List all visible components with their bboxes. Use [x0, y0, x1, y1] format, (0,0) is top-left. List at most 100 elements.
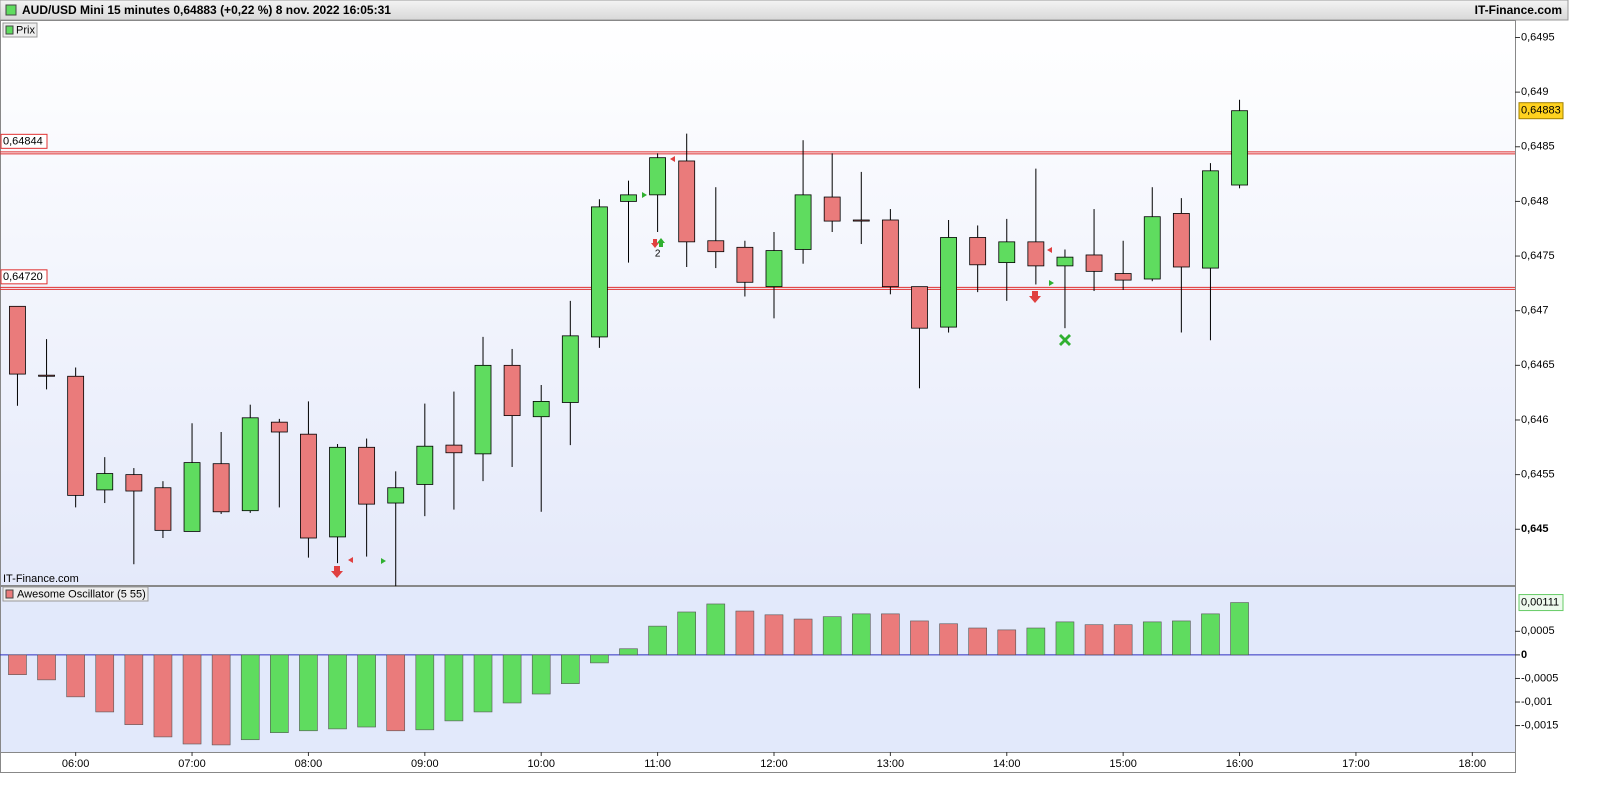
candle-body — [1085, 254, 1103, 272]
last-value-box — [1518, 594, 1564, 612]
time-axis — [0, 752, 1516, 773]
candle-body — [241, 417, 259, 512]
candle-body — [183, 462, 201, 532]
oscillator-bar — [1230, 602, 1249, 656]
oscillator-bar — [590, 654, 609, 664]
x-tick-label: 10:00 — [527, 758, 555, 770]
last-value-label: 0,00111 — [1521, 596, 1559, 608]
candle-body — [561, 335, 579, 403]
legend-box — [2, 586, 149, 602]
candle-body — [125, 474, 143, 492]
oscillator-bar — [240, 654, 260, 741]
candle-body — [445, 444, 463, 454]
y-tick-label: -0,0015 — [1521, 720, 1558, 732]
oscillator-bar — [153, 654, 173, 738]
candle-body — [38, 374, 55, 377]
h-line-label: 0,64844 — [3, 136, 43, 148]
candle-body — [823, 196, 841, 222]
candle-body — [940, 237, 957, 328]
y-tick-label: -0,0005 — [1521, 672, 1558, 684]
oscillator-bar — [1026, 627, 1046, 656]
oscillator-bar — [8, 654, 27, 675]
candle-body — [794, 194, 812, 250]
candle-body — [591, 206, 608, 338]
x-tick-label: 14:00 — [993, 758, 1021, 770]
oscillator-bar — [968, 627, 987, 656]
oscillator-bar — [735, 610, 755, 656]
candle-body — [649, 157, 666, 196]
oscillator-bar — [822, 616, 842, 656]
oscillator-bar — [66, 654, 85, 698]
y-tick-label: 0,6455 — [1521, 469, 1555, 481]
x-tick-label: 13:00 — [877, 758, 905, 770]
candle-body — [474, 364, 492, 455]
oscillator-bar — [211, 654, 231, 746]
candle-body — [270, 421, 288, 433]
candle-body — [765, 250, 783, 288]
x-tick-label: 07:00 — [178, 758, 206, 770]
oscillator-bar — [881, 613, 900, 656]
oscillator-bar — [619, 648, 638, 656]
x-tick-label: 08:00 — [295, 758, 323, 770]
candle-body — [1143, 216, 1161, 280]
oscillator-bar — [851, 613, 871, 656]
oscillator-bar — [270, 654, 289, 733]
candle-body — [1172, 213, 1190, 268]
candle-body — [329, 446, 346, 538]
watermark: IT-Finance.com — [3, 573, 79, 585]
candle-body — [212, 463, 230, 513]
candle-body — [998, 241, 1016, 264]
y-tick-label: 0,647 — [1521, 305, 1549, 317]
oscillator-bar — [910, 620, 929, 656]
y-tick-label: -0,001 — [1521, 696, 1552, 708]
candle-body — [154, 487, 172, 531]
candle-body — [416, 445, 434, 485]
header-title: AUD/USD Mini 15 minutes 0,64883 (+0,22 %… — [22, 3, 391, 17]
candle-body — [96, 473, 114, 491]
oscillator-bar — [124, 654, 144, 725]
oscillator-bar — [939, 623, 958, 656]
oscillator-bar — [444, 654, 464, 722]
oscillator-bar — [386, 654, 406, 732]
header-icon — [5, 4, 17, 16]
y-tick-label: 0,645 — [1521, 523, 1549, 535]
y-tick-label: 0,649 — [1521, 86, 1549, 98]
candle-body — [707, 240, 725, 253]
candle-body — [678, 160, 696, 243]
candle-body — [969, 237, 987, 266]
y-tick-label: 0,648 — [1521, 195, 1549, 207]
oscillator-bar — [182, 654, 202, 745]
oscillator-bar — [764, 614, 784, 656]
oscillator-bar — [1142, 621, 1162, 656]
candle-body — [1027, 241, 1045, 267]
y-tick-label: 0,646 — [1521, 414, 1549, 426]
candle-body — [1231, 110, 1248, 186]
oscillator-bar — [793, 618, 813, 656]
candle-body — [9, 305, 26, 375]
y-tick-label: 0,6485 — [1521, 141, 1555, 153]
candle-body — [503, 364, 521, 417]
legend-icon — [5, 25, 14, 35]
x-tick-label: 15:00 — [1109, 758, 1137, 770]
oscillator-bar — [357, 654, 376, 728]
last-price-box — [1518, 102, 1564, 120]
h-line-label-box — [0, 269, 48, 285]
y-tick-label: 0,0005 — [1521, 625, 1555, 637]
x-tick-label: 17:00 — [1342, 758, 1370, 770]
x-tick-label: 06:00 — [62, 758, 90, 770]
candle-body — [67, 375, 85, 496]
candle-body — [300, 433, 317, 539]
h-line-label: 0,64720 — [3, 271, 43, 283]
candle-body — [358, 446, 376, 505]
x-tick-label: 09:00 — [411, 758, 439, 770]
candle-body — [387, 487, 405, 504]
oscillator-bar — [1172, 620, 1191, 656]
oscillator-bar — [299, 654, 318, 732]
header-source: IT-Finance.com — [1475, 3, 1562, 17]
legend-icon — [5, 589, 14, 599]
oscillator-bar — [1113, 624, 1133, 656]
x-tick-label: 18:00 — [1459, 758, 1487, 770]
candle-body — [881, 219, 899, 288]
candle-body — [736, 246, 754, 283]
